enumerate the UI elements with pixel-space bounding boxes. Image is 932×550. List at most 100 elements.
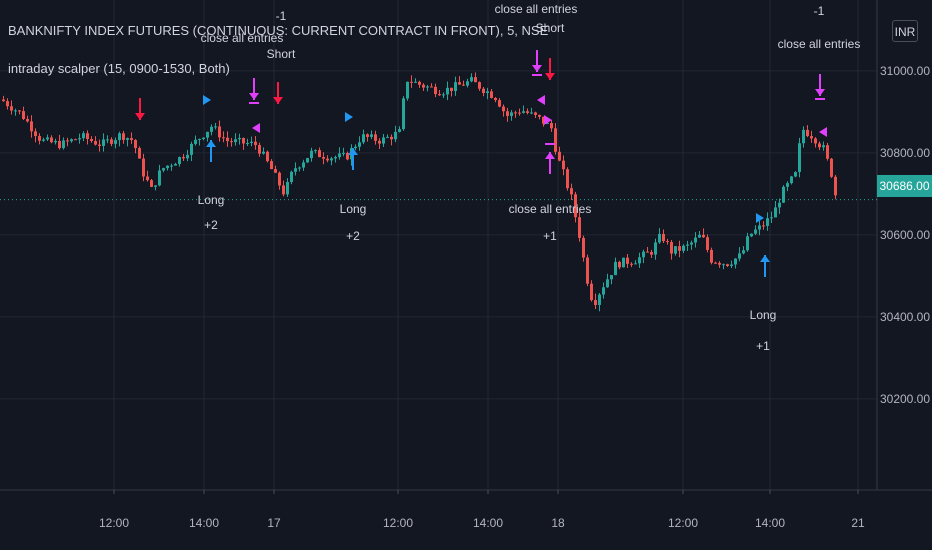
- currency-badge[interactable]: INR: [892, 20, 918, 42]
- candle-body: [786, 183, 789, 187]
- candle-body: [10, 106, 13, 111]
- candle-body: [818, 143, 821, 148]
- signal-arrowhead: [348, 148, 358, 155]
- candle-body: [674, 246, 677, 254]
- candle-body: [226, 137, 229, 142]
- candle-body: [150, 180, 153, 187]
- candle-body: [630, 263, 633, 265]
- candle-body: [678, 246, 681, 251]
- candle-body: [530, 112, 533, 114]
- candle-body: [750, 233, 753, 237]
- candle-body: [338, 153, 341, 158]
- candle-body: [722, 264, 725, 266]
- candle-body: [382, 137, 385, 144]
- signal-label: close all entries: [201, 31, 284, 45]
- candle-body: [370, 134, 373, 137]
- candle-body: [526, 111, 529, 113]
- candle-body: [790, 176, 793, 184]
- candles: [2, 72, 837, 312]
- candle-body: [194, 139, 197, 144]
- time-tick-label: 17: [267, 516, 281, 530]
- candle-body: [334, 157, 337, 159]
- candle-body: [114, 140, 117, 144]
- candle-body: [502, 106, 505, 112]
- candle-body: [146, 176, 149, 181]
- candle-body: [562, 160, 565, 170]
- candle-body: [730, 264, 733, 266]
- signal-arrowhead: [206, 140, 216, 147]
- candle-body: [498, 100, 501, 107]
- candle-body: [446, 87, 449, 95]
- candle-body: [574, 194, 577, 218]
- candle-body: [74, 139, 77, 141]
- candle-body: [470, 77, 473, 82]
- time-tick-label: 12:00: [383, 516, 413, 530]
- candle-body: [26, 119, 29, 122]
- candle-body: [222, 137, 225, 139]
- candle-body: [238, 137, 241, 140]
- candle-body: [322, 157, 325, 159]
- candle-body: [170, 165, 173, 167]
- candle-body: [270, 161, 273, 170]
- candle-body: [646, 251, 649, 253]
- candle-body: [190, 143, 193, 155]
- price-axis[interactable]: 30200.00 30400.00 30600.00 30800.00 31000.00: [880, 64, 930, 406]
- candle-body: [294, 168, 297, 172]
- chart-title: BANKNIFTY INDEX FUTURES (CONTINUOUS: CUR…: [8, 23, 549, 38]
- candle-body: [378, 140, 381, 144]
- time-axis[interactable]: 12:00 14:00 17 12:00 14:00 18 12:00 14:00 21: [99, 490, 865, 530]
- entry-triangle: [537, 95, 545, 105]
- candle-body: [758, 225, 761, 230]
- indicator-label[interactable]: intraday scalper (15, 0900-1530, Both): [8, 61, 230, 76]
- candle-body: [110, 139, 113, 144]
- entry-triangle: [345, 112, 353, 122]
- candle-body: [118, 133, 121, 141]
- candle-body: [554, 128, 557, 152]
- candle-body: [330, 158, 333, 161]
- signal-label: Short: [536, 21, 565, 35]
- candle-body: [34, 131, 37, 137]
- signal-label: close all entries: [495, 2, 578, 16]
- time-tick-label: 14:00: [189, 516, 219, 530]
- candle-body: [266, 151, 269, 162]
- candle-body: [830, 158, 833, 177]
- candle-body: [406, 81, 409, 99]
- candle-body: [254, 141, 257, 146]
- candle-body: [98, 144, 101, 146]
- candle-body: [822, 145, 825, 148]
- price-tick-label: 31000.00: [880, 64, 930, 78]
- candle-body: [122, 133, 125, 140]
- candle-body: [634, 263, 637, 265]
- candle-body: [658, 233, 661, 243]
- candle-body: [450, 87, 453, 91]
- signal-label: +2: [346, 229, 360, 243]
- candle-body: [834, 176, 837, 196]
- time-tick-label: 21: [851, 516, 865, 530]
- candle-body: [494, 97, 497, 101]
- candle-body: [394, 131, 397, 140]
- candle-body: [346, 152, 349, 160]
- candle-body: [22, 111, 25, 120]
- candle-body: [78, 138, 81, 140]
- candle-body: [14, 110, 17, 112]
- candle-body: [258, 145, 261, 154]
- candle-body: [578, 217, 581, 238]
- candle-body: [278, 172, 281, 186]
- signal-arrowhead: [135, 113, 145, 120]
- candle-body: [58, 141, 61, 149]
- candle-body: [2, 99, 5, 102]
- candle-body: [586, 257, 589, 284]
- signal-label: close all entries: [778, 37, 861, 51]
- candle-body: [250, 141, 253, 143]
- candle-body: [490, 91, 493, 98]
- price-tick-label: 30600.00: [880, 228, 930, 242]
- candle-body: [314, 150, 317, 152]
- candle-body: [202, 137, 205, 139]
- candle-body: [374, 134, 377, 141]
- signal-label: Long: [750, 308, 777, 322]
- candle-body: [566, 169, 569, 189]
- candle-body: [614, 261, 617, 276]
- candle-body: [70, 139, 73, 142]
- candle-body: [690, 242, 693, 245]
